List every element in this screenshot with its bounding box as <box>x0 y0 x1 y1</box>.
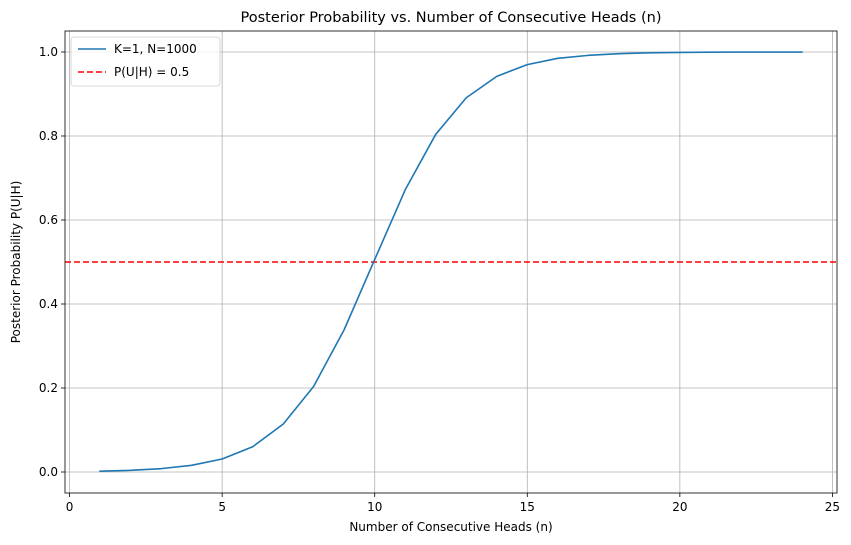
y-tick-label: 0.2 <box>39 381 58 395</box>
x-tick-label: 10 <box>367 500 382 514</box>
y-tick-label: 0.6 <box>39 213 58 227</box>
y-tick-label: 0.4 <box>39 297 58 311</box>
x-tick-label: 0 <box>66 500 74 514</box>
grid-lines <box>65 31 837 493</box>
y-tick-label: 0.8 <box>39 129 58 143</box>
x-tick-label: 5 <box>218 500 226 514</box>
series-lines <box>99 51 803 472</box>
y-tick-label: 1.0 <box>39 45 58 59</box>
x-tick-label: 15 <box>520 500 535 514</box>
plot-frame <box>64 30 838 494</box>
legend: K=1, N=1000 P(U|H) = 0.5 <box>70 36 221 87</box>
y-axis-label: Posterior Probability P(U|H) <box>9 181 23 344</box>
x-ticks: 0 5 10 15 20 25 <box>66 493 840 514</box>
y-ticks: 0.0 0.2 0.4 0.6 0.8 1.0 <box>39 45 65 479</box>
legend-label-reference: P(U|H) = 0.5 <box>114 65 189 79</box>
chart-title: Posterior Probability vs. Number of Cons… <box>241 10 662 26</box>
legend-box <box>70 36 221 87</box>
series-line <box>99 51 803 472</box>
x-tick-label: 25 <box>825 500 840 514</box>
legend-label-series: K=1, N=1000 <box>114 42 197 56</box>
y-tick-label: 0.0 <box>39 465 58 479</box>
x-axis-label: Number of Consecutive Heads (n) <box>349 520 552 534</box>
x-tick-label: 20 <box>672 500 687 514</box>
